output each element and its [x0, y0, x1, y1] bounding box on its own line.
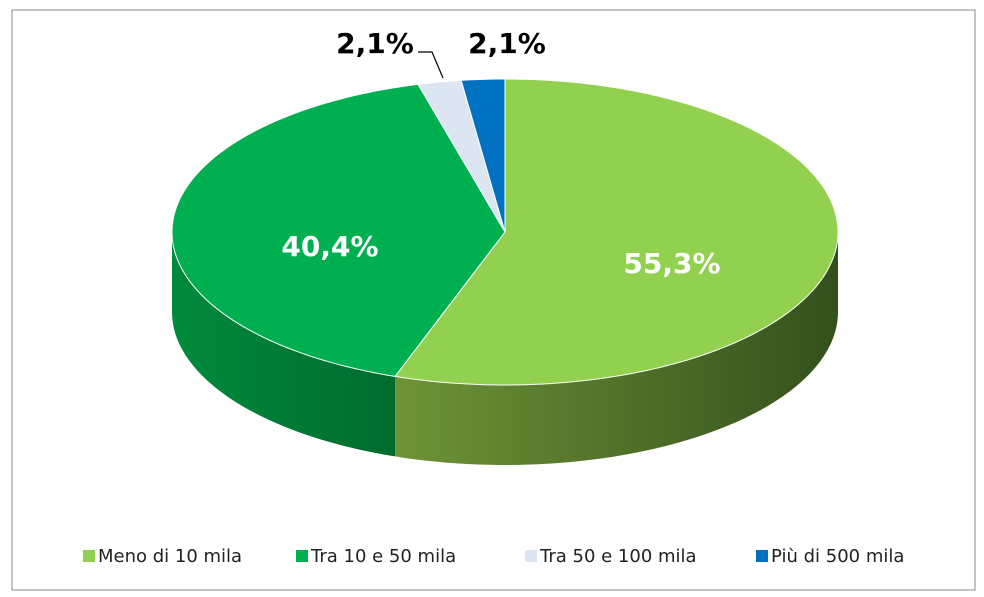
data-label: 2,1%: [468, 27, 546, 60]
pie-slice-side: [172, 232, 396, 457]
legend-swatch: [83, 550, 95, 562]
legend-label: Tra 10 e 50 mila: [310, 546, 456, 567]
legend-swatch: [525, 550, 537, 562]
data-label: 2,1%: [336, 27, 414, 60]
legend-swatch: [756, 550, 768, 562]
data-label: 40,4%: [281, 230, 378, 263]
legend-label: Tra 50 e 100 mila: [539, 546, 697, 567]
legend-label: Meno di 10 mila: [98, 546, 242, 567]
legend-label: Più di 500 mila: [771, 546, 904, 567]
pie-slice: [460, 78, 506, 233]
pie-slice-side: [395, 232, 838, 465]
pie-slice: [171, 83, 506, 377]
pie-slice: [394, 78, 839, 386]
legend-swatch: [296, 550, 308, 562]
data-label: 55,3%: [623, 247, 720, 280]
leader-line: [418, 51, 444, 79]
pie-slice: [417, 79, 506, 233]
